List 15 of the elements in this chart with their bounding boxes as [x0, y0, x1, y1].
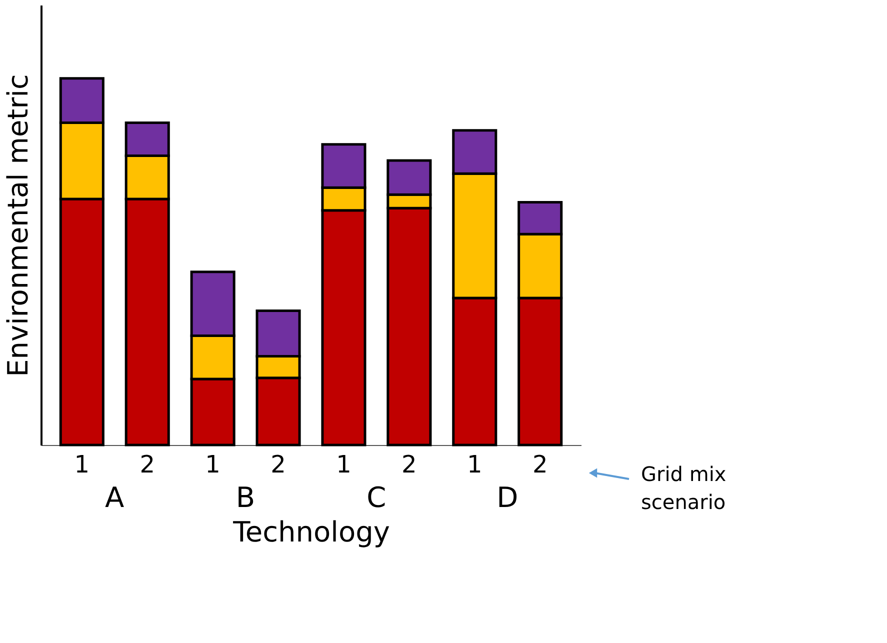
- x-tick-label: 1: [466, 450, 482, 478]
- x-tick-label: 1: [74, 450, 90, 478]
- x-tick-label: 1: [205, 450, 220, 478]
- x-axis-title: Technology: [232, 516, 390, 548]
- x-tick-label: 2: [140, 450, 156, 478]
- x-tick-label: 2: [270, 450, 286, 478]
- x-tick-label: 2: [402, 450, 417, 478]
- text: D: [496, 481, 518, 514]
- x-tick-label: 2: [532, 450, 548, 478]
- text: A: [105, 481, 124, 514]
- text: C: [366, 481, 386, 514]
- x-tick-label: 1: [336, 450, 352, 478]
- y-axis-title: Environmental metric: [2, 74, 34, 377]
- text: B: [236, 481, 256, 514]
- text: Grid mix scenario: [641, 462, 726, 514]
